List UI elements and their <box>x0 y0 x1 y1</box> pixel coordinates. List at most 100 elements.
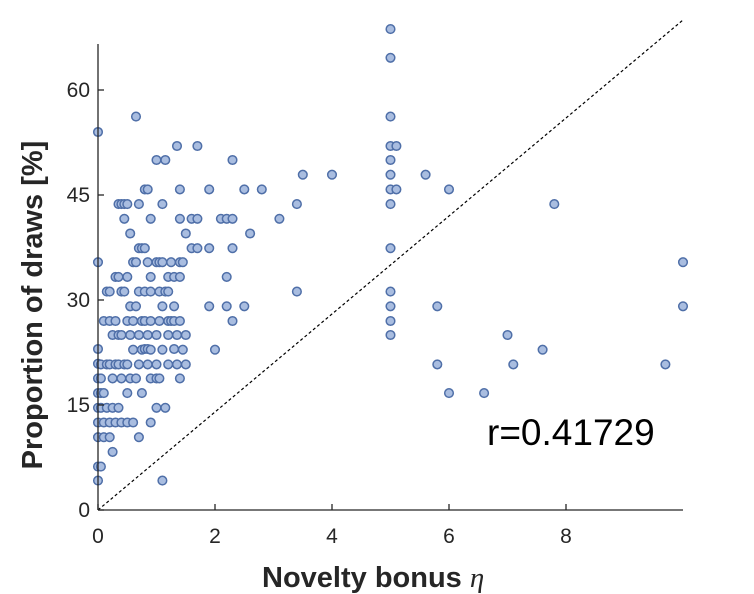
data-point <box>145 213 156 224</box>
data-point <box>157 344 168 355</box>
data-point <box>157 257 168 268</box>
data-point <box>192 213 203 224</box>
data-point <box>133 199 144 210</box>
data-point <box>385 111 396 122</box>
data-point <box>171 359 183 370</box>
data-point <box>145 417 156 428</box>
data-point <box>145 271 156 282</box>
data-point <box>221 301 232 312</box>
data-point <box>133 432 144 443</box>
data-point <box>113 271 124 282</box>
data-point <box>537 344 548 355</box>
data-point <box>116 373 127 384</box>
data-point <box>297 169 308 180</box>
data-point <box>145 286 156 297</box>
data-point <box>98 388 109 399</box>
data-point <box>291 199 302 210</box>
data-point <box>133 359 144 370</box>
data-point <box>154 373 165 384</box>
data-point <box>204 243 215 254</box>
data-point <box>151 359 162 370</box>
data-point <box>385 329 396 341</box>
data-point <box>169 301 180 312</box>
data-point <box>130 111 142 122</box>
data-point <box>154 315 165 327</box>
reference-diagonal-line <box>97 19 684 511</box>
data-point <box>107 446 118 457</box>
data-point <box>391 184 402 195</box>
data-point <box>677 301 689 312</box>
data-point <box>122 199 133 210</box>
data-point <box>130 257 142 268</box>
data-point <box>157 301 168 312</box>
x-tick-label: 6 <box>443 525 455 548</box>
data-point <box>502 329 513 341</box>
axes: 0 15 30 45 60 0 2 4 6 8 <box>67 44 683 548</box>
data-point <box>151 329 162 341</box>
data-point <box>174 213 185 224</box>
data-point <box>139 243 150 254</box>
data-point <box>180 329 191 341</box>
data-point <box>128 344 139 355</box>
data-point <box>549 199 560 210</box>
data-point <box>110 315 121 327</box>
data-point <box>385 315 396 327</box>
data-point <box>171 140 183 152</box>
data-point <box>227 315 238 327</box>
data-point <box>385 301 396 312</box>
data-point <box>227 154 238 166</box>
data-point <box>385 24 396 35</box>
data-point <box>180 359 191 370</box>
data-point <box>443 388 455 399</box>
data-point <box>145 344 156 355</box>
y-tick-label: 60 <box>67 79 90 102</box>
data-point <box>660 359 671 370</box>
data-point <box>130 373 142 384</box>
data-point <box>107 373 118 384</box>
data-point <box>171 329 183 341</box>
data-point <box>142 257 153 268</box>
data-point <box>119 286 130 297</box>
data-point <box>122 271 133 282</box>
data-point <box>157 199 168 210</box>
y-tick-label: 30 <box>67 289 90 312</box>
data-point <box>204 184 215 195</box>
data-point <box>180 228 191 239</box>
data-point <box>125 329 136 341</box>
x-tick-label: 2 <box>209 525 221 548</box>
data-point <box>160 402 171 413</box>
data-point <box>128 315 139 327</box>
x-axis-label-symbol: η <box>470 562 484 594</box>
data-point <box>192 243 203 254</box>
data-point <box>169 343 180 355</box>
data-point <box>239 301 250 312</box>
data-point <box>166 257 177 268</box>
x-tick-label: 4 <box>326 525 338 548</box>
data-point <box>163 286 174 297</box>
data-point <box>256 184 267 195</box>
data-point <box>291 286 302 297</box>
data-point <box>385 243 396 254</box>
data-point <box>174 373 185 384</box>
data-point <box>221 271 232 282</box>
data-point <box>227 213 238 224</box>
data-point <box>443 184 455 195</box>
data-point <box>385 154 396 166</box>
plot-area <box>92 19 689 511</box>
data-point <box>122 388 133 399</box>
data-point <box>479 388 490 399</box>
data-point <box>133 329 144 341</box>
data-point <box>385 286 396 297</box>
correlation-annotation: r=0.41729 <box>487 412 655 453</box>
data-point <box>136 388 147 399</box>
data-point <box>151 402 162 413</box>
data-point <box>274 213 285 224</box>
data-point <box>160 154 171 166</box>
data-point <box>245 228 256 239</box>
data-point <box>385 52 396 63</box>
data-point <box>151 154 162 166</box>
data-point <box>122 359 133 370</box>
data-point <box>239 184 250 195</box>
data-point <box>192 140 203 152</box>
